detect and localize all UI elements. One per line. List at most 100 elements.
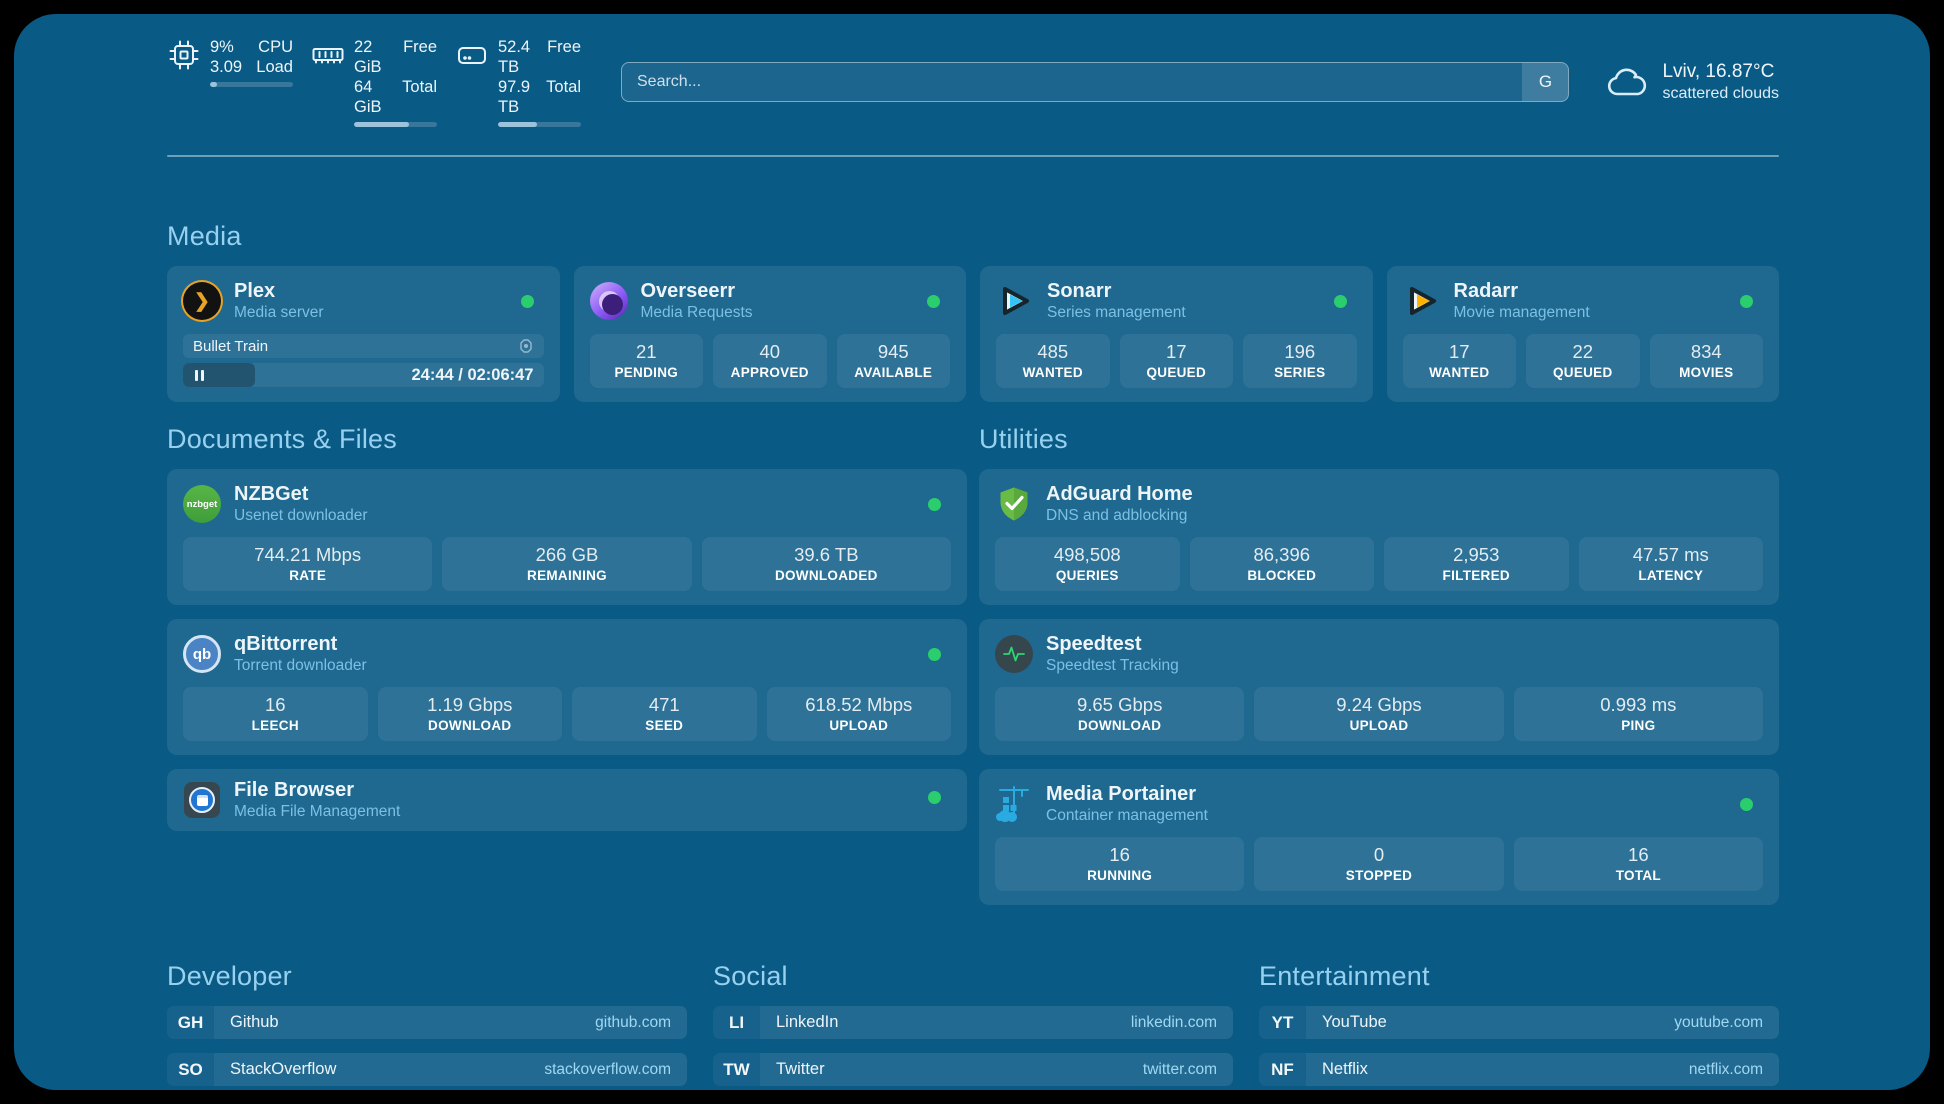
nzbget-subtitle: Usenet downloader xyxy=(234,507,368,524)
card-qbittorrent[interactable]: qb qBittorrent Torrent downloader 16 LEEC… xyxy=(167,619,967,755)
bookmark-twitter[interactable]: TW Twitter twitter.com xyxy=(713,1053,1233,1086)
header: 9% CPU 3.09 Load 22 GiB Free 64 GiB xyxy=(167,37,1779,127)
stat-queued: 17 QUEUED xyxy=(1119,334,1233,388)
stat-available: 945 AVAILABLE xyxy=(836,334,950,388)
search-provider-button[interactable]: G xyxy=(1522,63,1569,101)
adguard-title: AdGuard Home xyxy=(1046,483,1193,505)
plex-title: Plex xyxy=(234,280,276,302)
sonarr-title: Sonarr xyxy=(1047,280,1112,302)
memory-icon xyxy=(311,38,345,72)
cpu-progress-bar xyxy=(210,82,293,87)
github-abbr-icon: GH xyxy=(167,1006,214,1039)
bookmark-netflix[interactable]: NF Netflix netflix.com xyxy=(1259,1053,1779,1086)
filebrowser-status-dot xyxy=(928,791,941,804)
cpu-stat-widget: 9% CPU 3.09 Load xyxy=(167,37,293,127)
card-portainer[interactable]: Media Portainer Container management 16 R… xyxy=(979,769,1779,905)
filebrowser-title: File Browser xyxy=(234,779,355,801)
stat-running: 16 RUNNING xyxy=(995,837,1245,891)
section-title-entertainment: Entertainment xyxy=(1259,961,1430,991)
stat-total: 16 TOTAL xyxy=(1513,837,1763,891)
stat-seed: 471 SEED xyxy=(572,687,757,741)
memory-total-label: Total xyxy=(402,78,437,96)
cpu-load-value: 3.09 xyxy=(210,58,243,76)
plex-subtitle: Media server xyxy=(234,304,324,321)
card-plex[interactable]: ❯ Plex Media server Bullet Train xyxy=(167,266,560,402)
stackoverflow-abbr-icon: SO xyxy=(167,1053,214,1086)
cloud-icon xyxy=(1605,64,1649,100)
plex-icon: ❯ xyxy=(183,282,221,320)
linkedin-abbr-icon: LI xyxy=(713,1006,760,1039)
section-title-utilities: Utilities xyxy=(979,424,1068,454)
qbittorrent-icon: qb xyxy=(183,635,221,673)
filebrowser-icon xyxy=(183,781,221,819)
bookmark-group-entertainment: Entertainment YT YouTube youtube.com NF N… xyxy=(1259,961,1779,1090)
header-divider xyxy=(167,155,1779,157)
qbittorrent-subtitle: Torrent downloader xyxy=(234,657,367,674)
cpu-load-label: Load xyxy=(256,58,293,76)
plex-now-playing-row: Bullet Train xyxy=(183,334,544,358)
disk-total-value: 97.9 TB xyxy=(498,78,531,116)
weather-widget: Lviv, 16.87°C scattered clouds xyxy=(1605,60,1779,104)
twitter-abbr-icon: TW xyxy=(713,1053,760,1086)
card-overseerr[interactable]: Overseerr Media Requests 21 PENDING 40 APP… xyxy=(573,266,966,402)
card-filebrowser[interactable]: File Browser Media File Management xyxy=(167,769,967,831)
adguard-icon xyxy=(995,485,1033,523)
sonarr-icon xyxy=(996,282,1034,320)
disk-stat-widget: 52.4 TB Free 97.9 TB Total xyxy=(455,37,581,127)
section-title-social: Social xyxy=(713,961,788,991)
cpu-icon xyxy=(167,38,201,72)
stat-ping: 0.993 ms PING xyxy=(1513,687,1763,741)
stat-series: 196 SERIES xyxy=(1243,334,1357,388)
disk-progress-bar xyxy=(498,122,581,127)
card-speedtest[interactable]: Speedtest Speedtest Tracking 9.65 Gbps DO… xyxy=(979,619,1779,755)
speedtest-title: Speedtest xyxy=(1046,633,1142,655)
stat-filtered: 2,953 FILTERED xyxy=(1384,537,1569,591)
card-adguard[interactable]: AdGuard Home DNS and adblocking 498,508 Q… xyxy=(979,469,1779,605)
stat-upload: 9.24 Gbps UPLOAD xyxy=(1254,687,1504,741)
radarr-subtitle: Movie management xyxy=(1453,304,1590,321)
bookmark-linkedin[interactable]: LI LinkedIn linkedin.com xyxy=(713,1006,1233,1039)
bookmark-youtube[interactable]: YT YouTube youtube.com xyxy=(1259,1006,1779,1039)
stat-upload: 618.52 Mbps UPLOAD xyxy=(766,687,951,741)
card-radarr[interactable]: Radarr Movie management 17 WANTED 22 QUEUE… xyxy=(1386,266,1779,402)
bookmark-group-social: Social LI LinkedIn linkedin.com TW Twitte… xyxy=(713,961,1233,1090)
sonarr-status-dot xyxy=(1333,295,1347,308)
portainer-subtitle: Container management xyxy=(1046,807,1208,824)
pause-button[interactable] xyxy=(193,368,206,383)
section-title-developer: Developer xyxy=(167,961,292,991)
cpu-usage-label: CPU xyxy=(258,38,293,56)
card-sonarr[interactable]: Sonarr Series management 485 WANTED 17 QUE… xyxy=(980,266,1373,402)
portainer-title: Media Portainer xyxy=(1046,783,1197,805)
memory-progress-bar xyxy=(354,122,437,127)
stat-wanted: 17 WANTED xyxy=(1402,334,1516,388)
radarr-status-dot xyxy=(1740,295,1753,308)
qbittorrent-status-dot xyxy=(928,648,941,661)
weather-condition: scattered clouds xyxy=(1662,85,1779,102)
cpu-usage-value: 9% xyxy=(210,38,234,56)
memory-stat-widget: 22 GiB Free 64 GiB Total xyxy=(311,37,437,127)
bookmark-github[interactable]: GH Github github.com xyxy=(167,1006,687,1039)
overseerr-title: Overseerr xyxy=(640,280,736,302)
memory-free-label: Free xyxy=(403,38,437,56)
stat-queries: 498,508 QUERIES xyxy=(995,537,1180,591)
radarr-icon xyxy=(1403,282,1441,320)
nzbget-title: NZBGet xyxy=(234,483,309,505)
plex-progress-row: 24:44 / 02:06:47 xyxy=(183,363,544,387)
session-gear-icon[interactable] xyxy=(518,338,534,354)
disk-free-label: Free xyxy=(547,38,581,56)
search-input[interactable] xyxy=(622,63,1523,101)
card-nzbget[interactable]: nzbget NZBGet Usenet downloader 744.21 M… xyxy=(167,469,967,605)
stat-latency: 47.57 ms LATENCY xyxy=(1578,537,1763,591)
filebrowser-subtitle: Media File Management xyxy=(234,803,401,820)
disk-free-value: 52.4 TB xyxy=(498,38,531,76)
stat-approved: 40 APPROVED xyxy=(713,334,827,388)
portainer-status-dot xyxy=(1740,798,1753,811)
bookmark-stackoverflow[interactable]: SO StackOverflow stackoverflow.com xyxy=(167,1053,687,1086)
stat-downloaded: 39.6 TB DOWNLOADED xyxy=(701,537,951,591)
stat-download: 1.19 Gbps DOWNLOAD xyxy=(377,687,562,741)
speedtest-subtitle: Speedtest Tracking xyxy=(1046,657,1179,674)
overseerr-icon xyxy=(589,282,628,320)
disk-icon xyxy=(455,38,489,72)
section-utilities: Utilities AdGuard Home DNS and adblockin… xyxy=(979,424,1779,919)
section-media: Media ❯ Plex Media server Bullet Train xyxy=(167,221,1779,402)
